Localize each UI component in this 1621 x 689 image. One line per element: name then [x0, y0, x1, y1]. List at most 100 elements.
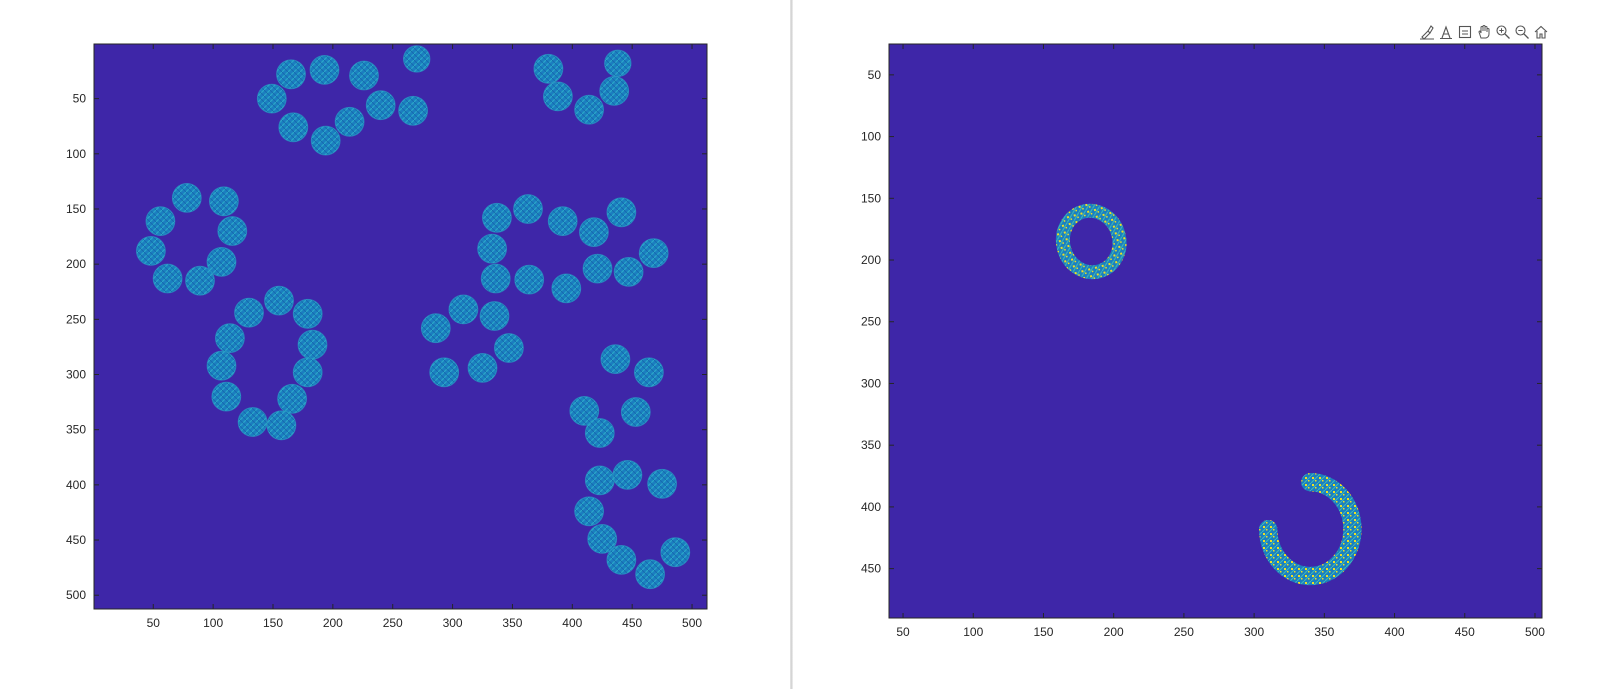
y-tick-label: 300 [861, 376, 881, 390]
blob-mark [579, 217, 609, 248]
blob-mark [606, 545, 637, 575]
blob-mark [574, 94, 604, 125]
brush-icon[interactable] [1418, 23, 1436, 41]
home-icon[interactable] [1532, 23, 1550, 41]
blob-mark [647, 468, 677, 499]
y-tick-label: 50 [868, 68, 882, 82]
x-tick-label: 250 [383, 616, 403, 630]
x-tick-label: 300 [443, 616, 463, 630]
blob-mark [276, 59, 306, 90]
x-tick-label: 50 [147, 616, 161, 630]
blob-mark [634, 357, 664, 388]
ring-mark [1055, 203, 1127, 280]
blob-mark [513, 194, 543, 224]
blob-mark [599, 76, 630, 106]
blob-mark [448, 294, 479, 325]
blob-mark [533, 53, 564, 84]
blob-mark [292, 357, 323, 388]
y-tick-label: 200 [66, 257, 86, 271]
blob-mark [600, 344, 631, 375]
blob-mark [467, 353, 498, 383]
blob-mark [403, 45, 431, 73]
y-tick-label: 450 [861, 562, 881, 576]
blob-mark [136, 236, 166, 266]
blob-mark [278, 112, 309, 143]
image-background [889, 44, 1542, 618]
blob-mark [638, 238, 669, 269]
x-tick-label: 400 [562, 616, 582, 630]
blob-mark [334, 106, 365, 137]
y-tick-label: 450 [66, 533, 86, 547]
x-tick-label: 500 [682, 616, 702, 630]
zoom-out-icon[interactable] [1513, 23, 1531, 41]
blob-mark [234, 297, 264, 328]
pane-divider[interactable] [790, 0, 793, 689]
y-tick-label: 300 [66, 368, 86, 382]
blob-mark [206, 350, 237, 381]
x-tick-label: 200 [323, 616, 343, 630]
blob-mark [494, 333, 524, 363]
blob-mark [420, 313, 451, 344]
y-tick-label: 150 [861, 191, 881, 205]
blob-mark [264, 285, 294, 316]
right-image-plot[interactable]: 50 100 150 200 250 300 350 400 450 500 50 100 150 200… [793, 0, 1621, 689]
blob-mark [660, 537, 691, 568]
blob-mark [543, 81, 573, 112]
x-tick-label: 300 [1244, 625, 1264, 639]
blob-mark [613, 257, 644, 287]
x-tick-label: 350 [502, 616, 522, 630]
x-tick-label: 500 [1525, 625, 1545, 639]
data-tips-icon[interactable] [1437, 23, 1455, 41]
x-tick-label: 400 [1385, 625, 1405, 639]
blob-mark [209, 186, 239, 217]
left-figure-pane: 50 100 150 200 250 300 350 400 450 500 50 100 150 200… [0, 0, 790, 689]
blob-mark [547, 206, 578, 237]
pan-icon[interactable] [1475, 23, 1493, 41]
blob-mark [569, 396, 600, 426]
y-tick-label: 500 [66, 588, 86, 602]
blob-mark [584, 418, 615, 448]
right-figure-pane: 50 100 150 200 250 300 350 400 450 500 50 100 150 200… [793, 0, 1621, 689]
zoom-in-icon[interactable] [1494, 23, 1512, 41]
blob-mark [584, 465, 615, 496]
blob-mark [587, 524, 618, 554]
blob-mark [582, 253, 613, 284]
restore-view-icon[interactable] [1456, 23, 1474, 41]
blob-mark [171, 183, 202, 213]
y-tick-label: 350 [66, 423, 86, 437]
x-tick-label: 50 [896, 625, 910, 639]
axes-toolbar [1418, 23, 1550, 41]
blob-mark [206, 247, 237, 277]
blob-mark [237, 407, 268, 437]
x-tick-label: 450 [1455, 625, 1475, 639]
y-tick-label: 150 [66, 202, 86, 216]
x-tick-label: 200 [1104, 625, 1124, 639]
blob-mark [145, 206, 176, 237]
blob-mark [310, 125, 341, 156]
blob-mark [349, 60, 379, 91]
x-tick-label: 150 [263, 616, 283, 630]
blob-mark [482, 202, 512, 233]
blob-mark [635, 559, 665, 590]
x-tick-label: 450 [622, 616, 642, 630]
blob-mark [479, 301, 510, 331]
blob-mark [365, 90, 396, 121]
blob-mark [398, 95, 429, 126]
blob-mark [292, 298, 323, 329]
y-tick-label: 350 [861, 438, 881, 452]
x-tick-label: 250 [1174, 625, 1194, 639]
y-tick-label: 250 [66, 312, 86, 326]
blob-mark [480, 263, 511, 294]
blob-mark [604, 49, 632, 77]
y-tick-label: 200 [861, 253, 881, 267]
blob-mark [215, 323, 245, 354]
y-tick-label: 250 [861, 315, 881, 329]
left-image-plot[interactable]: 50 100 150 200 250 300 350 400 450 500 50 100 150 200… [0, 0, 790, 689]
blob-mark [211, 381, 242, 412]
blob-mark [429, 357, 460, 388]
y-tick-label: 400 [66, 478, 86, 492]
blob-mark [256, 83, 287, 114]
y-tick-label: 400 [861, 500, 881, 514]
ring-mark [1259, 473, 1362, 586]
